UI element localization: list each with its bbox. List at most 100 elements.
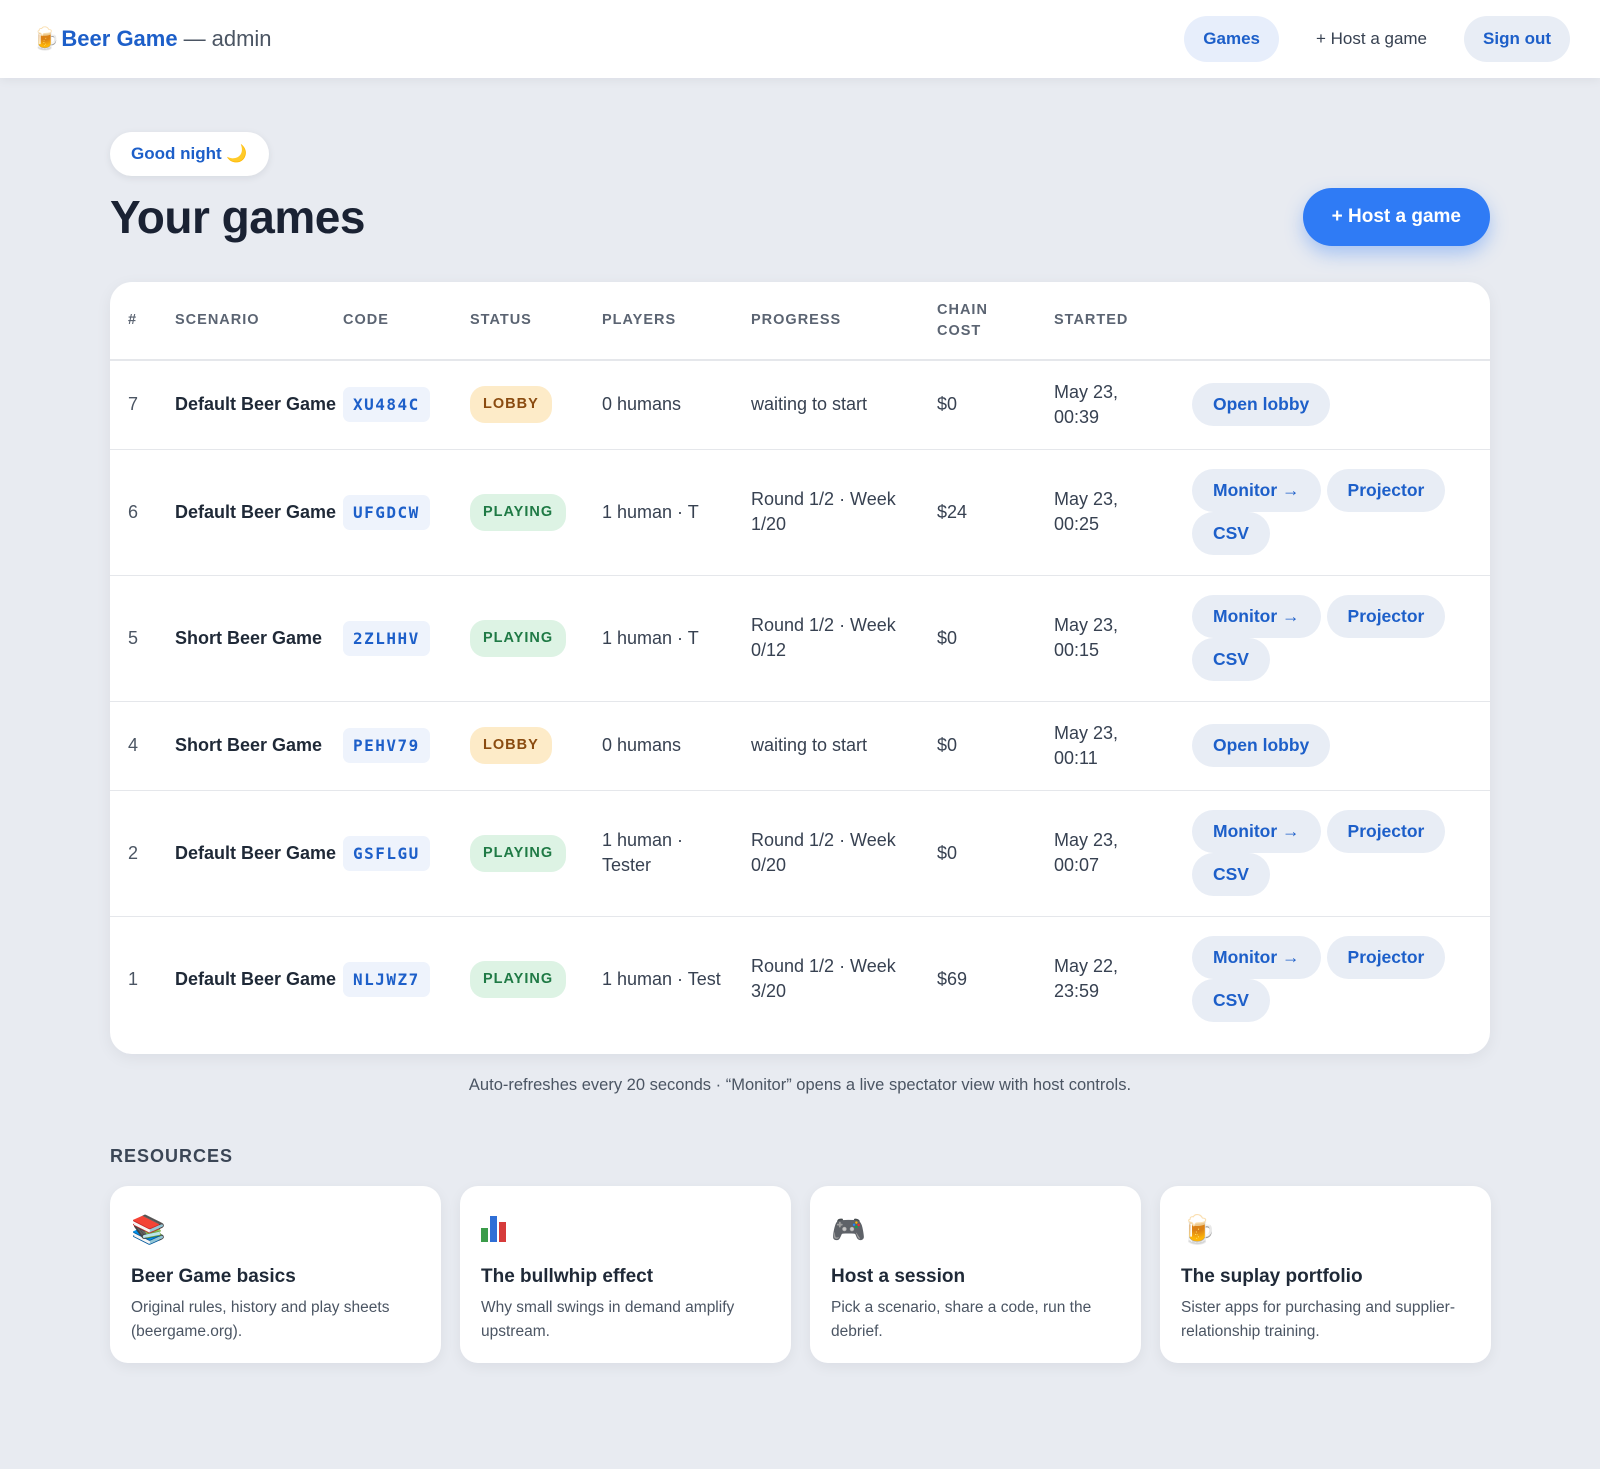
actions-group: Monitor → Projector CSV <box>1192 936 1452 1023</box>
csv-button[interactable]: CSV <box>1192 512 1270 555</box>
status-badge: PLAYING <box>470 493 567 531</box>
game-code[interactable]: PEHV79 <box>343 728 430 763</box>
row-players: 1 human · T <box>602 501 699 522</box>
row-actions: Open lobby <box>1192 360 1490 449</box>
row-progress: Round 1/2 · Week 0/12 <box>751 615 896 660</box>
monitor-button[interactable]: Monitor → <box>1192 595 1321 638</box>
row-status-cell: PLAYING <box>470 449 602 575</box>
row-scenario: Short Beer Game <box>175 627 323 648</box>
game-code[interactable]: 2ZLHHV <box>343 620 430 656</box>
status-badge: PLAYING <box>470 960 567 998</box>
resource-desc: Why small swings in demand amplify upstr… <box>481 1299 735 1340</box>
open-lobby-button[interactable]: Open lobby <box>1192 383 1331 427</box>
row-players: 1 human · Test <box>602 968 721 989</box>
monitor-button[interactable]: Monitor → <box>1192 810 1321 853</box>
open-lobby-button[interactable]: Open lobby <box>1192 724 1331 767</box>
row-actions: Monitor → Projector CSV <box>1192 449 1490 575</box>
resource-card-host[interactable]: 🎮 Host a session Pick a scenario, share … <box>810 1186 1141 1363</box>
row-code-cell: NLJWZ7 <box>343 916 470 1042</box>
brand-name: Beer Game <box>61 26 178 51</box>
projector-button[interactable]: Projector <box>1326 595 1446 638</box>
resource-card-portfolio[interactable]: 🍺 The suplay portfolio Sister apps for p… <box>1160 1186 1491 1363</box>
row-progress: Round 1/2 · Week 0/20 <box>751 830 896 875</box>
brand-role: admin <box>211 26 272 51</box>
col-header-started: STARTED <box>1054 312 1129 328</box>
nav-host-game-button[interactable]: + Host a game <box>1297 16 1446 62</box>
status-badge: PLAYING <box>470 834 567 872</box>
auto-refresh-note: Auto-refreshes every 20 seconds · “Monit… <box>468 1076 1132 1094</box>
game-code[interactable]: NLJWZ7 <box>343 961 430 997</box>
resource-desc: Sister apps for purchasing and supplier-… <box>1181 1299 1455 1340</box>
brand[interactable]: 🍺 Beer Game — admin <box>32 26 272 52</box>
row-status-cell: PLAYING <box>470 575 602 701</box>
col-header-scenario: SCENARIO <box>175 312 260 328</box>
bar-chart-icon <box>481 1212 770 1248</box>
row-progress: waiting to start <box>751 735 868 755</box>
col-header-status: STATUS <box>470 312 532 328</box>
row-chain-cost: $69 <box>937 968 968 989</box>
resources-grid: 📚 Beer Game basics Original rules, histo… <box>110 1186 1491 1363</box>
game-code[interactable]: GSFLGU <box>343 835 430 871</box>
row-status-cell: LOBBY <box>470 701 602 790</box>
greeting-badge: Good night 🌙 <box>110 132 269 176</box>
resource-desc: Original rules, history and play sheets … <box>131 1299 390 1340</box>
table-row: 7 Default Beer Game XU484C LOBBY 0 human… <box>110 360 1490 449</box>
actions-group: Monitor → Projector CSV <box>1192 810 1452 896</box>
row-number: 5 <box>128 627 139 648</box>
table-row: 1 Default Beer Game NLJWZ7 PLAYING 1 hum… <box>110 916 1490 1042</box>
books-icon: 📚 <box>131 1214 166 1245</box>
row-players: 0 humans <box>602 735 682 755</box>
resource-title: The bullwhip effect <box>481 1266 654 1287</box>
resource-title: Beer Game basics <box>131 1266 296 1287</box>
resource-title: The suplay portfolio <box>1181 1266 1363 1287</box>
actions-group: Monitor → Projector CSV <box>1192 595 1452 681</box>
row-number: 6 <box>128 501 139 522</box>
monitor-button[interactable]: Monitor → <box>1192 469 1321 512</box>
games-table-body: 7 Default Beer Game XU484C LOBBY 0 human… <box>110 360 1490 1042</box>
projector-button[interactable]: Projector <box>1326 469 1446 512</box>
row-scenario: Default Beer Game <box>175 968 337 989</box>
col-header-progress: PROGRESS <box>751 312 842 328</box>
row-players: 1 human · T <box>602 627 699 648</box>
nav-games-button[interactable]: Games <box>1184 16 1279 62</box>
status-badge: LOBBY <box>470 727 552 764</box>
actions-group: Open lobby <box>1192 383 1490 427</box>
row-scenario: Short Beer Game <box>175 735 323 755</box>
row-chain-cost: $0 <box>937 842 958 863</box>
resource-card-bullwhip[interactable]: The bullwhip effect Why small swings in … <box>460 1186 791 1363</box>
col-header-number: # <box>128 312 138 328</box>
actions-group: Open lobby <box>1192 724 1490 767</box>
csv-button[interactable]: CSV <box>1192 853 1270 896</box>
projector-button[interactable]: Projector <box>1326 936 1446 980</box>
monitor-button[interactable]: Monitor → <box>1192 936 1321 980</box>
row-code-cell: PEHV79 <box>343 701 470 790</box>
row-code-cell: XU484C <box>343 360 470 449</box>
csv-button[interactable]: CSV <box>1192 979 1270 1023</box>
row-progress: waiting to start <box>751 394 868 415</box>
row-started: May 23, 00:07 <box>1054 830 1119 875</box>
row-number: 7 <box>128 394 139 415</box>
row-code-cell: GSFLGU <box>343 790 470 916</box>
nav-actions: Games + Host a game Sign out <box>1184 16 1570 62</box>
gamepad-icon: 🎮 <box>831 1214 866 1245</box>
row-started: May 23, 00:11 <box>1054 722 1119 768</box>
resource-card-basics[interactable]: 📚 Beer Game basics Original rules, histo… <box>110 1186 441 1363</box>
resource-title: Host a session <box>831 1266 966 1287</box>
row-started: May 23, 00:39 <box>1054 381 1119 427</box>
table-row: 2 Default Beer Game GSFLGU PLAYING 1 hum… <box>110 790 1490 916</box>
game-code[interactable]: XU484C <box>343 387 430 423</box>
col-header-code: CODE <box>343 312 389 328</box>
row-number: 1 <box>128 968 139 989</box>
col-header-players: PLAYERS <box>602 312 677 328</box>
row-chain-cost: $24 <box>937 501 968 522</box>
row-scenario: Default Beer Game <box>175 501 337 522</box>
status-badge: PLAYING <box>470 619 567 657</box>
row-code-cell: UFGDCW <box>343 449 470 575</box>
csv-button[interactable]: CSV <box>1192 638 1270 681</box>
row-code-cell: 2ZLHHV <box>343 575 470 701</box>
projector-button[interactable]: Projector <box>1326 810 1446 853</box>
sign-out-button[interactable]: Sign out <box>1464 16 1570 62</box>
game-code[interactable]: UFGDCW <box>343 494 430 530</box>
host-game-button[interactable]: + Host a game <box>1302 188 1490 246</box>
row-chain-cost: $0 <box>937 735 958 755</box>
